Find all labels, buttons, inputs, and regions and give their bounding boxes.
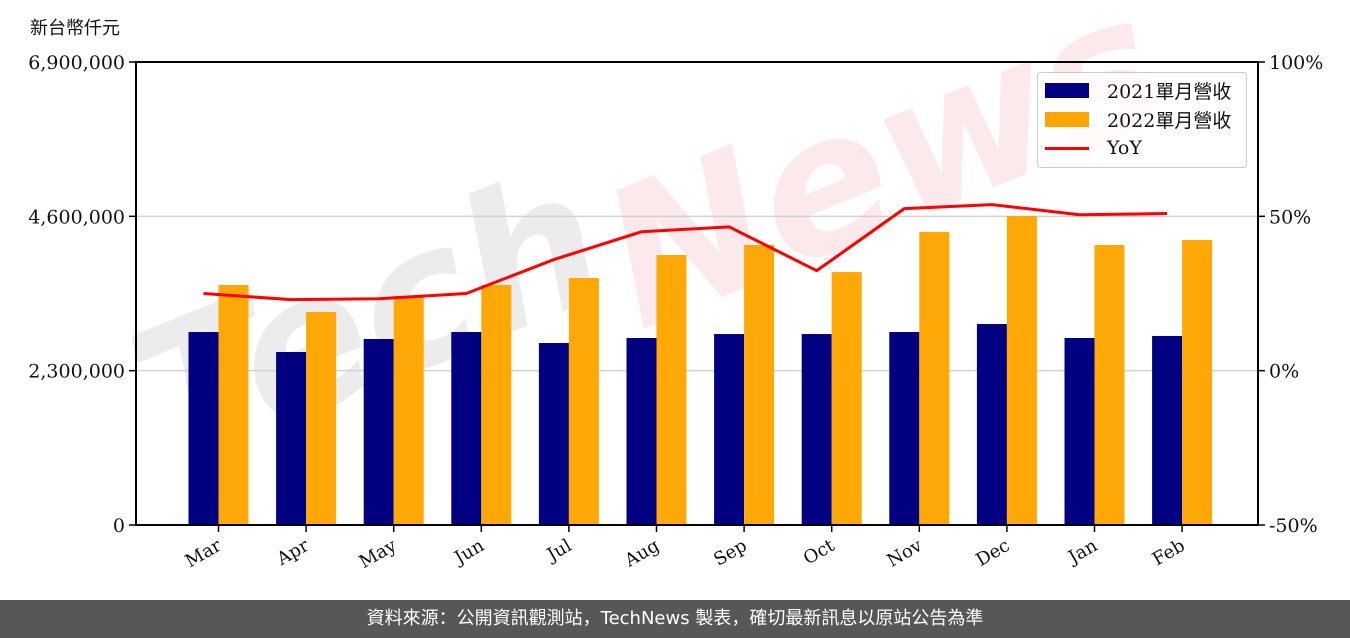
svg-text:Nov: Nov — [883, 535, 926, 572]
bars — [188, 215, 1213, 526]
svg-text:-50%: -50% — [1269, 515, 1318, 537]
bar-2022 — [1006, 215, 1037, 525]
svg-text:100%: 100% — [1269, 52, 1323, 74]
axes: 0 2,300,000 4,600,000 6,900,000 -50% 0% 50% 100… — [28, 52, 1323, 537]
bar-2021 — [363, 338, 394, 525]
bar-2022 — [306, 312, 337, 525]
svg-text:Oct: Oct — [800, 535, 839, 570]
svg-text:Jan: Jan — [1063, 535, 1101, 569]
bar-2022 — [831, 272, 862, 525]
bar-2021 — [276, 352, 307, 525]
legend-label-yoy: YoY — [1107, 137, 1142, 159]
bar-2022 — [481, 284, 512, 525]
svg-text:Jul: Jul — [542, 535, 576, 567]
yoy-line — [203, 203, 1168, 302]
bar-2022 — [744, 244, 775, 525]
svg-text:Feb: Feb — [1149, 535, 1189, 570]
legend-item-2022: 2022單月營收 — [1045, 108, 1232, 132]
bar-2021 — [801, 334, 832, 525]
bar-2022 — [393, 295, 424, 525]
svg-text:Jun: Jun — [449, 535, 488, 570]
bar-2021 — [1064, 337, 1095, 525]
svg-text:6,900,000: 6,900,000 — [28, 52, 125, 74]
svg-text:Apr: Apr — [273, 535, 313, 570]
legend-swatch-2021 — [1045, 82, 1089, 98]
svg-text:0: 0 — [113, 515, 125, 537]
legend-item-yoy: YoY — [1045, 137, 1142, 159]
bar-2021 — [976, 324, 1007, 525]
x-tick-labels: Mar Apr May Jun Jul Aug Sep Oct Nov Dec Jan Feb — [182, 525, 1189, 573]
bar-2022 — [1094, 244, 1125, 525]
bar-2022 — [1182, 240, 1213, 525]
svg-text:Dec: Dec — [972, 535, 1013, 571]
svg-text:Mar: Mar — [182, 535, 226, 572]
bar-2021 — [1152, 335, 1183, 525]
chart-canvas: TechNews 02,300,0004,600,0006,900,000-50… — [28, 0, 1323, 573]
svg-text:May: May — [356, 535, 401, 573]
legend: 2021單月營收 2022單月營收 YoY — [1037, 72, 1247, 168]
bar-2021 — [626, 337, 657, 525]
legend-item-2021: 2021單月營收 — [1045, 79, 1232, 103]
y-axis-unit-label: 新台幣仟元 — [30, 18, 120, 39]
svg-text:4,600,000: 4,600,000 — [28, 206, 125, 228]
bar-2022 — [656, 254, 687, 525]
source-footer: 資料來源：公開資訊觀測站，TechNews 製表，確切最新訊息以原站公告為準 — [0, 600, 1350, 638]
bar-2022 — [919, 231, 950, 526]
bar-2021 — [538, 343, 569, 525]
svg-text:0%: 0% — [1269, 361, 1299, 383]
svg-text:Sep: Sep — [710, 535, 750, 570]
bar-2021 — [188, 332, 219, 525]
svg-text:50%: 50% — [1269, 206, 1311, 228]
legend-label-2021: 2021單月營收 — [1107, 80, 1232, 103]
bar-2021 — [451, 332, 482, 525]
svg-text:Aug: Aug — [620, 535, 663, 572]
bar-2021 — [714, 334, 745, 525]
bar-2022 — [568, 277, 599, 525]
legend-label-2022: 2022單月營收 — [1107, 109, 1232, 132]
bar-2021 — [889, 332, 920, 525]
legend-line-yoy — [1045, 146, 1089, 150]
legend-swatch-2022 — [1045, 111, 1089, 127]
bar-2022 — [218, 284, 249, 525]
svg-text:2,300,000: 2,300,000 — [28, 361, 125, 383]
